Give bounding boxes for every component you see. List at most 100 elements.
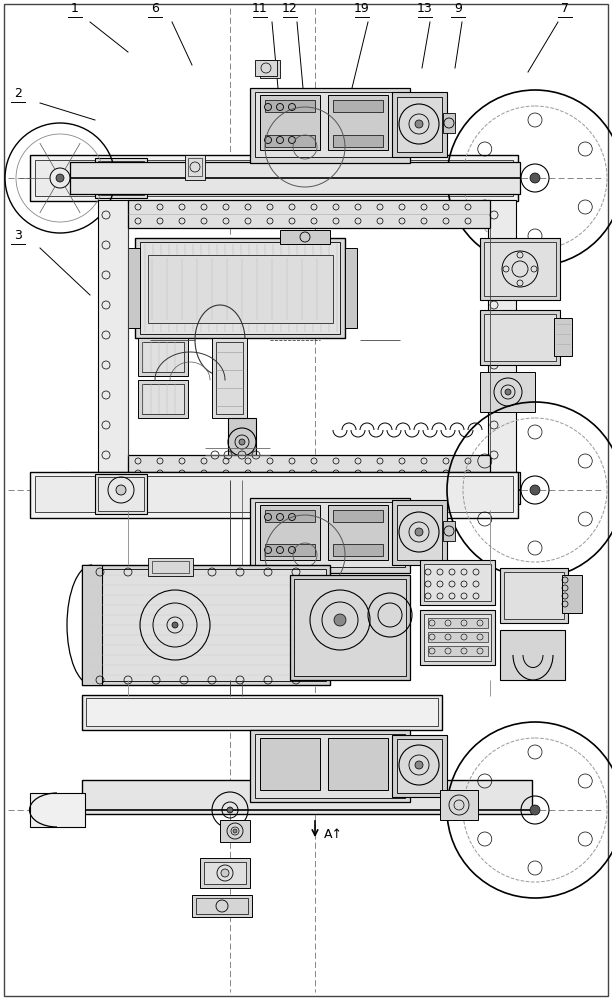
Bar	[504, 572, 564, 619]
Bar	[443, 113, 455, 133]
Bar	[148, 255, 333, 323]
Bar	[397, 505, 442, 560]
Bar	[428, 632, 488, 642]
Bar	[128, 455, 490, 480]
Bar	[142, 384, 184, 414]
Circle shape	[530, 485, 540, 495]
Bar	[294, 579, 406, 676]
Bar	[440, 790, 478, 820]
Bar	[138, 380, 188, 418]
Bar	[86, 569, 326, 681]
Bar	[500, 630, 565, 680]
Circle shape	[277, 514, 283, 520]
Bar	[260, 95, 320, 150]
Bar	[212, 338, 247, 418]
Text: 3: 3	[14, 229, 22, 242]
Circle shape	[116, 173, 126, 183]
Bar	[128, 248, 140, 328]
Bar	[128, 200, 490, 228]
Bar	[345, 248, 357, 328]
Bar	[392, 735, 447, 797]
Bar	[428, 618, 488, 628]
Text: 13: 13	[417, 2, 433, 15]
Bar	[265, 544, 315, 556]
Bar	[480, 310, 560, 365]
Bar	[424, 564, 491, 601]
Text: 6: 6	[151, 2, 159, 15]
Circle shape	[227, 807, 233, 813]
Circle shape	[530, 805, 540, 815]
Bar	[135, 238, 345, 338]
Circle shape	[415, 761, 423, 769]
Bar	[484, 314, 556, 361]
Circle shape	[233, 829, 237, 833]
Bar	[397, 739, 442, 793]
Bar	[328, 738, 388, 790]
Bar	[204, 862, 246, 884]
Bar	[260, 505, 320, 560]
Bar	[280, 230, 330, 244]
Circle shape	[221, 869, 229, 877]
Bar	[82, 565, 330, 685]
Bar	[328, 505, 388, 560]
Bar	[255, 502, 405, 567]
Bar	[484, 242, 556, 296]
Bar	[265, 63, 275, 75]
Circle shape	[277, 546, 283, 554]
Bar	[98, 200, 128, 510]
Bar	[95, 474, 147, 514]
Bar	[250, 88, 410, 163]
Bar	[333, 510, 383, 522]
Bar	[333, 544, 383, 556]
Circle shape	[264, 514, 272, 520]
Bar	[428, 646, 488, 656]
Bar	[98, 161, 144, 195]
Circle shape	[264, 136, 272, 143]
Bar	[216, 342, 243, 414]
Circle shape	[288, 546, 296, 554]
Circle shape	[415, 528, 423, 536]
Bar	[142, 342, 184, 372]
Circle shape	[415, 120, 423, 128]
Circle shape	[334, 614, 346, 626]
Circle shape	[288, 514, 296, 520]
Bar	[196, 898, 248, 914]
Circle shape	[277, 136, 283, 143]
Bar	[228, 418, 256, 460]
Bar	[554, 318, 572, 356]
Bar	[30, 155, 518, 201]
Circle shape	[264, 104, 272, 110]
Bar	[70, 162, 520, 194]
Text: A↑: A↑	[324, 828, 343, 840]
Bar	[480, 372, 535, 412]
Bar	[152, 561, 189, 573]
Bar	[188, 158, 202, 176]
Text: 11: 11	[252, 2, 268, 15]
Bar	[420, 610, 495, 665]
Circle shape	[288, 136, 296, 143]
Bar	[480, 238, 560, 300]
Bar	[35, 476, 513, 512]
Bar	[260, 738, 320, 790]
Bar	[392, 92, 447, 157]
Bar	[250, 498, 410, 573]
Bar	[265, 510, 315, 522]
Bar	[424, 614, 491, 661]
Bar	[148, 558, 193, 576]
Bar	[82, 565, 102, 685]
Bar	[250, 730, 410, 802]
Bar	[328, 95, 388, 150]
Bar	[265, 100, 315, 112]
Bar	[397, 97, 442, 152]
Bar	[255, 92, 405, 157]
Bar	[95, 158, 147, 198]
Bar	[82, 780, 532, 814]
Text: 9: 9	[454, 2, 462, 15]
Bar	[290, 575, 410, 680]
Bar	[30, 793, 85, 827]
Bar	[70, 472, 520, 504]
Bar	[260, 60, 280, 78]
Circle shape	[56, 174, 64, 182]
Bar	[185, 155, 205, 180]
Circle shape	[264, 546, 272, 554]
